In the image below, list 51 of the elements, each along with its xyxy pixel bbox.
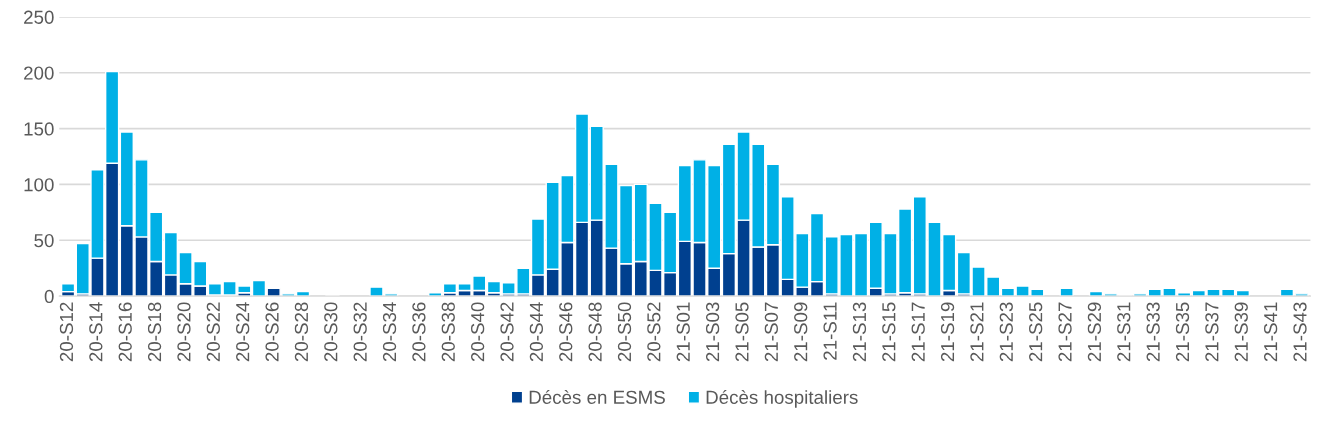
x-tick-label: 20-S36: [412, 302, 426, 362]
x-tick-label: 20-S20: [177, 302, 191, 362]
x-tick-label: 20-S16: [118, 302, 132, 362]
x-tick-label: 20-S38: [441, 302, 455, 362]
x-tick-label: 21-S43: [1293, 302, 1307, 362]
x-tick-label: 21-S15: [882, 302, 896, 362]
x-tick-label: 21-S29: [1087, 302, 1102, 362]
x-tick-label: 20-S22: [206, 302, 220, 362]
y-tick-label: 200: [24, 66, 54, 80]
x-tick-label: 20-S12: [59, 302, 74, 362]
x-tick-label: 21-S07: [764, 302, 778, 362]
x-tick-label: 20-S14: [89, 302, 103, 362]
x-tick-label: 20-S42: [500, 302, 514, 362]
x-tick-label: 21-S27: [1058, 302, 1072, 362]
x-tick-label: 21-S37: [1205, 302, 1219, 362]
x-tick-label: 20-S40: [471, 302, 485, 362]
legend-label: Décès hospitaliers: [706, 389, 858, 408]
x-tick-label: 21-S35: [1175, 302, 1190, 362]
x-tick-label: 20-S46: [559, 302, 573, 362]
x-tick-label: 20-S48: [588, 302, 602, 362]
x-tick-label: 20-S50: [617, 302, 632, 362]
y-tick-label: 250: [24, 10, 54, 24]
legend-label: Décès en ESMS: [529, 389, 665, 404]
x-tick-label: 20-S52: [647, 302, 661, 362]
x-tick-label: 21-S41: [1263, 302, 1278, 362]
x-tick-label: 20-S18: [147, 302, 162, 362]
x-tick-label: 21-S01: [676, 302, 690, 362]
x-tick-label: 21-S21: [970, 302, 984, 362]
x-tick-label: 21-S11: [823, 302, 837, 360]
x-tick-label: 20-S24: [236, 302, 250, 362]
x-tick-label: 20-S26: [265, 302, 279, 362]
x-tick-label: 21-S39: [1234, 302, 1248, 362]
y-tick-label: 0: [44, 289, 54, 304]
x-tick-label: 21-S23: [999, 302, 1013, 362]
x-tick-label: 21-S33: [1146, 302, 1160, 362]
y-tick-label: 50: [34, 233, 54, 248]
x-tick-label: 21-S25: [1029, 302, 1043, 362]
x-tick-label: 20-S44: [529, 302, 544, 362]
x-tick-label: 21-S31: [1117, 302, 1131, 362]
y-tick-label: 100: [24, 178, 54, 192]
x-tick-label: 20-S34: [382, 302, 397, 362]
x-tick-label: 21-S19: [940, 302, 955, 362]
x-tick-label: 21-S05: [735, 302, 749, 362]
x-tick-label: 21-S03: [705, 302, 720, 362]
x-tick-label: 20-S28: [294, 302, 309, 362]
x-tick-label: 21-S09: [794, 302, 808, 362]
y-tick-label: 150: [24, 122, 54, 136]
x-tick-label: 20-S32: [353, 302, 367, 362]
x-tick-label: 21-S17: [911, 302, 925, 362]
x-tick-label: 21-S13: [852, 302, 867, 362]
x-tick-label: 20-S30: [324, 302, 338, 362]
